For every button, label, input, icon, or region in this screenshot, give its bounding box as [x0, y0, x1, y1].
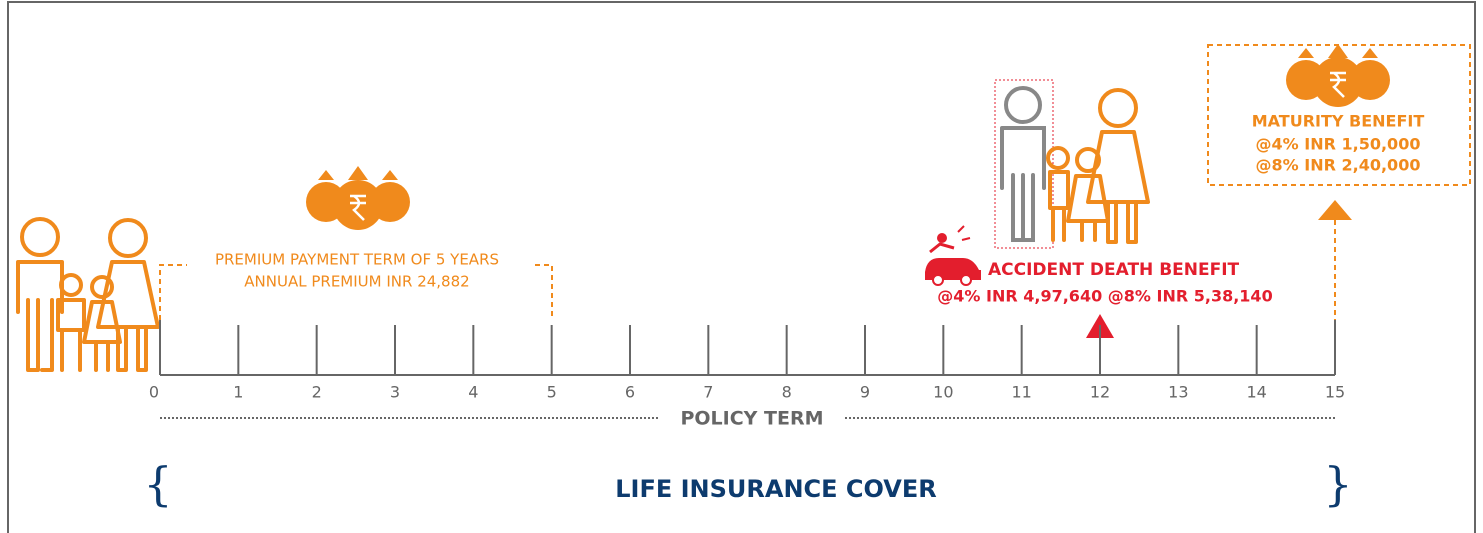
tick-label: 0: [149, 383, 159, 402]
maturity-line: @4% INR 1,50,000: [1256, 135, 1421, 154]
premium-term: PREMIUM PAYMENT TERM OF 5 YEARS: [215, 251, 499, 269]
tick-label: 15: [1325, 383, 1345, 402]
tick-label: 2: [312, 383, 322, 402]
money-bags-icon: [1286, 44, 1390, 107]
maturity-marker: [1318, 200, 1352, 220]
accident-amounts: @4% INR 4,97,640 @8% INR 5,38,140: [937, 287, 1272, 306]
tick-label: 6: [625, 383, 635, 402]
cover-label: LIFE INSURANCE COVER: [615, 475, 936, 503]
tick-label: 11: [1011, 383, 1031, 402]
tick-label: 10: [933, 383, 953, 402]
accident-title: ACCIDENT DEATH BENEFIT: [988, 260, 1240, 280]
tick-label: 1: [233, 383, 243, 402]
tick-label: 13: [1168, 383, 1188, 402]
brace-left: {: [143, 457, 172, 511]
family-icon: [18, 219, 158, 370]
maturity-line: @8% INR 2,40,000: [1256, 156, 1421, 175]
family-icon: [1048, 90, 1148, 242]
money-bags-icon: [306, 166, 410, 230]
tick-label: 12: [1090, 383, 1110, 402]
tick-label: 9: [860, 383, 870, 402]
tick-label: 3: [390, 383, 400, 402]
brace-right: }: [1323, 457, 1352, 511]
policy-term: POLICY TERM: [680, 408, 823, 430]
car-accident-icon: [925, 226, 981, 285]
infographic: PREMIUM PAYMENT TERM OF 5 YEARS ANNUAL P…: [0, 0, 1483, 533]
tick-label: 7: [703, 383, 713, 402]
deceased-icon: [1002, 88, 1044, 240]
tick-label: 14: [1246, 383, 1266, 402]
annual-premium: ANNUAL PREMIUM INR 24,882: [244, 273, 469, 291]
tick-label: 8: [782, 383, 792, 402]
tick-label: 5: [547, 383, 557, 402]
tick-label: 4: [468, 383, 478, 402]
maturity-title: MATURITY BENEFIT: [1252, 112, 1425, 131]
